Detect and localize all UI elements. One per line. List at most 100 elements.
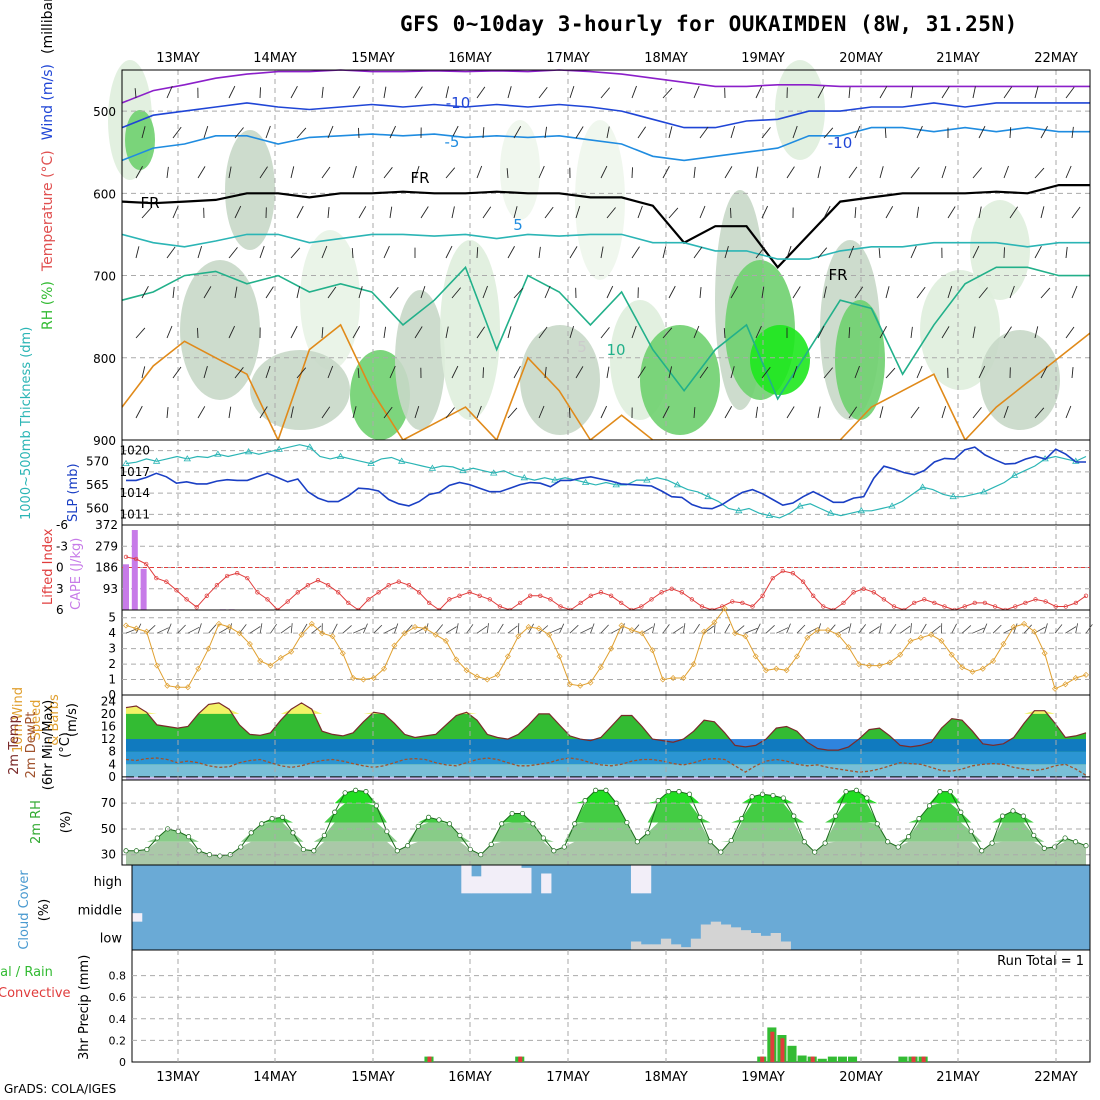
wind-barb [838,626,850,634]
rh-marker [853,787,859,793]
wind-barb [631,325,637,339]
isotherm-line [121,184,1090,269]
rh-marker [415,823,421,829]
wind-marker [990,658,997,664]
wind-marker [794,653,800,660]
contour-label: -10 [446,94,471,112]
wind-barb [662,327,673,339]
wind-barb [662,624,670,634]
li-marker [770,575,775,581]
li-marker [457,593,462,598]
wind-marker [546,631,553,638]
wind-marker [463,667,470,674]
wind-barb [352,406,357,419]
wind-barb [352,166,357,179]
wind-marker [401,630,408,637]
li-marker [265,597,270,602]
wind-marker [824,627,831,634]
wind-barb [569,624,579,634]
wind-barb [961,625,972,634]
rh-shading [835,300,885,420]
wind-barb [668,366,673,379]
wind-barb [916,125,923,139]
li-marker [416,590,422,595]
wind-barb [482,127,485,139]
rh-marker [906,834,912,840]
wind-barb [259,87,261,99]
wind-barb [301,623,308,634]
cloud-cell [471,876,482,894]
wind-marker [1021,620,1028,627]
wind-barb [765,625,775,634]
wind-barb [1065,326,1075,339]
li-marker [295,590,300,595]
ylabel-part: Wind (m/s) [40,64,56,140]
wind-barb [249,626,261,634]
rain-bar [787,1045,797,1062]
wind-barb [290,85,298,99]
wind-barb [172,205,179,219]
bottom-day-label: 21MAY [936,1070,980,1085]
rain-legend-label: tal / Rain [0,965,53,980]
wind-barb [476,405,482,419]
rh-marker [686,791,693,797]
wind-marker [412,624,418,630]
wind-barb [868,626,880,634]
li-marker [780,568,785,574]
wind-marker [1052,685,1058,692]
wind-barb [693,166,696,179]
wind-barb [854,207,857,219]
rh-marker [238,844,244,850]
wind-tick-label: 3 [108,642,116,656]
li-marker [912,600,917,606]
li-marker [558,604,563,609]
wind-barb [383,406,393,419]
cloud-cell [511,865,522,894]
cloud-cell [770,933,781,950]
rh-marker [1062,835,1068,841]
wind-barb [879,326,887,339]
wind-speed-line [125,607,1087,690]
wind-barb [476,625,488,634]
rh-marker [874,821,880,827]
rh-marker [457,832,463,838]
wind-barb [817,406,821,419]
grads-credit: GrADS: COLA/IGES [4,1082,117,1096]
thickness-marker [183,455,192,462]
rh-ylabel: 2m RH (%) [29,800,74,844]
li-marker [982,600,988,606]
wind-marker [701,628,708,635]
li-marker [346,600,351,606]
precip-tick-label: 0.4 [109,1013,127,1026]
wind-barb [885,367,896,379]
convective-bar [780,1038,785,1062]
rh-marker [593,787,599,793]
rh-marker [833,813,839,819]
li-marker [315,578,321,583]
wind-barb [606,126,610,139]
wind-barb [1071,285,1078,299]
wind-barb [507,86,512,99]
wind-barb [538,86,548,99]
wind-barb [228,166,232,179]
wind-barb [420,206,429,219]
wind-marker [876,662,883,669]
cape-ylabel: CAPE (J/kg) [69,538,84,610]
li-marker [942,604,947,609]
wind-marker [639,630,646,637]
wind-marker [494,671,501,678]
li-marker [325,583,331,588]
wind-barb [172,126,182,139]
ylabel-part: Temperature (°C) [40,150,56,272]
wind-marker [515,633,522,640]
wind-barb [889,623,897,634]
wind-barb [234,286,238,299]
top-day-label: 14MAY [253,51,297,66]
li-marker [376,590,381,595]
wind-marker [226,624,233,630]
wind-barb [321,327,324,339]
wind-barb [538,625,549,634]
rh-marker [311,848,317,854]
wind-barb [941,86,950,99]
